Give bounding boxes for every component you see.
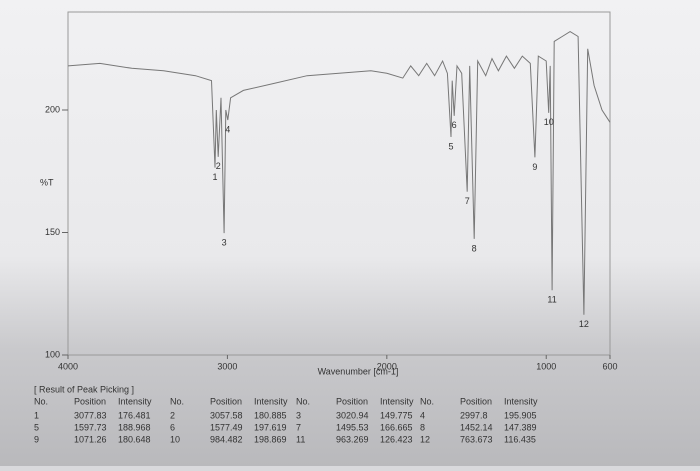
peak-label: 1 <box>212 172 217 182</box>
table-cell: 1 <box>34 410 39 420</box>
table-header: Position <box>336 396 368 406</box>
y-tick-label: 150 <box>45 227 60 237</box>
table-cell: 5 <box>34 422 39 432</box>
table-header: Intensity <box>380 396 414 406</box>
plot-frame <box>67 11 611 356</box>
table-cell: 3020.94 <box>336 410 369 420</box>
table-cell: 984.482 <box>210 434 243 444</box>
table-cell: 11 <box>296 434 305 444</box>
y-tick-label: 100 <box>45 349 60 359</box>
table-cell: 1597.73 <box>74 422 107 432</box>
x-axis-label: Wavenumber [cm-1] <box>318 366 399 376</box>
peak-label: 11 <box>547 295 556 305</box>
peak-label: 7 <box>465 196 470 206</box>
table-cell: 9 <box>34 434 39 444</box>
table-cell: 197.619 <box>254 422 287 432</box>
peak-label: 4 <box>225 124 230 134</box>
table-cell: 8 <box>420 422 425 432</box>
table-cell: 2 <box>170 410 175 420</box>
table-cell: 1071.26 <box>74 434 107 444</box>
table-header: Position <box>460 396 492 406</box>
x-tick-label: 600 <box>602 361 617 371</box>
x-tick-label: 3000 <box>217 361 237 371</box>
table-cell: 195.905 <box>504 410 537 420</box>
table-cell: 10 <box>170 434 180 444</box>
table-cell: 176.481 <box>118 410 151 420</box>
table-cell: 3077.83 <box>74 410 107 420</box>
table-cell: 198.869 <box>254 434 287 444</box>
table-header: No. <box>296 396 310 406</box>
table-cell: 1452.14 <box>460 422 493 432</box>
y-axis-label: %T <box>40 177 54 187</box>
peak-label: 6 <box>452 120 457 130</box>
x-tick-label: 4000 <box>58 361 78 371</box>
table-cell: 3057.58 <box>210 410 243 420</box>
peak-label: 5 <box>448 141 453 151</box>
table-title: [ Result of Peak Picking ] <box>34 384 134 394</box>
table-cell: 7 <box>296 422 301 432</box>
y-tick-label: 200 <box>45 104 60 114</box>
table-cell: 3 <box>296 410 301 420</box>
table-header: Intensity <box>118 396 152 406</box>
x-tick-label: 2000 <box>377 361 397 371</box>
table-cell: 149.775 <box>380 410 413 420</box>
table-cell: 147.389 <box>504 422 537 432</box>
peak-label: 10 <box>544 117 554 127</box>
peak-label: 8 <box>472 243 477 253</box>
table-cell: 180.885 <box>254 410 287 420</box>
table-cell: 12 <box>420 434 430 444</box>
table-header: No. <box>34 396 48 406</box>
table-header: Position <box>74 396 106 406</box>
table-header: Intensity <box>254 396 288 406</box>
table-cell: 6 <box>170 422 175 432</box>
table-cell: 1495.53 <box>336 422 369 432</box>
table-cell: 4 <box>420 410 425 420</box>
peak-label: 12 <box>579 319 589 329</box>
table-header: No. <box>170 396 184 406</box>
table-header: No. <box>420 396 434 406</box>
table-cell: 963.269 <box>336 434 369 444</box>
table-cell: 188.968 <box>118 422 151 432</box>
peak-label: 2 <box>216 161 221 171</box>
table-cell: 166.665 <box>380 422 413 432</box>
table-cell: 763.673 <box>460 434 493 444</box>
table-header: Intensity <box>504 396 538 406</box>
table-header: Position <box>210 396 242 406</box>
peak-label: 3 <box>222 237 227 247</box>
peak-label: 9 <box>532 162 537 172</box>
table-cell: 116.435 <box>504 434 536 444</box>
table-cell: 126.423 <box>380 434 413 444</box>
table-cell: 1577.49 <box>210 422 243 432</box>
spectrum-line <box>67 31 611 315</box>
table-cell: 180.648 <box>118 434 151 444</box>
table-cell: 2997.8 <box>460 410 488 420</box>
x-tick-label: 1000 <box>536 361 556 371</box>
